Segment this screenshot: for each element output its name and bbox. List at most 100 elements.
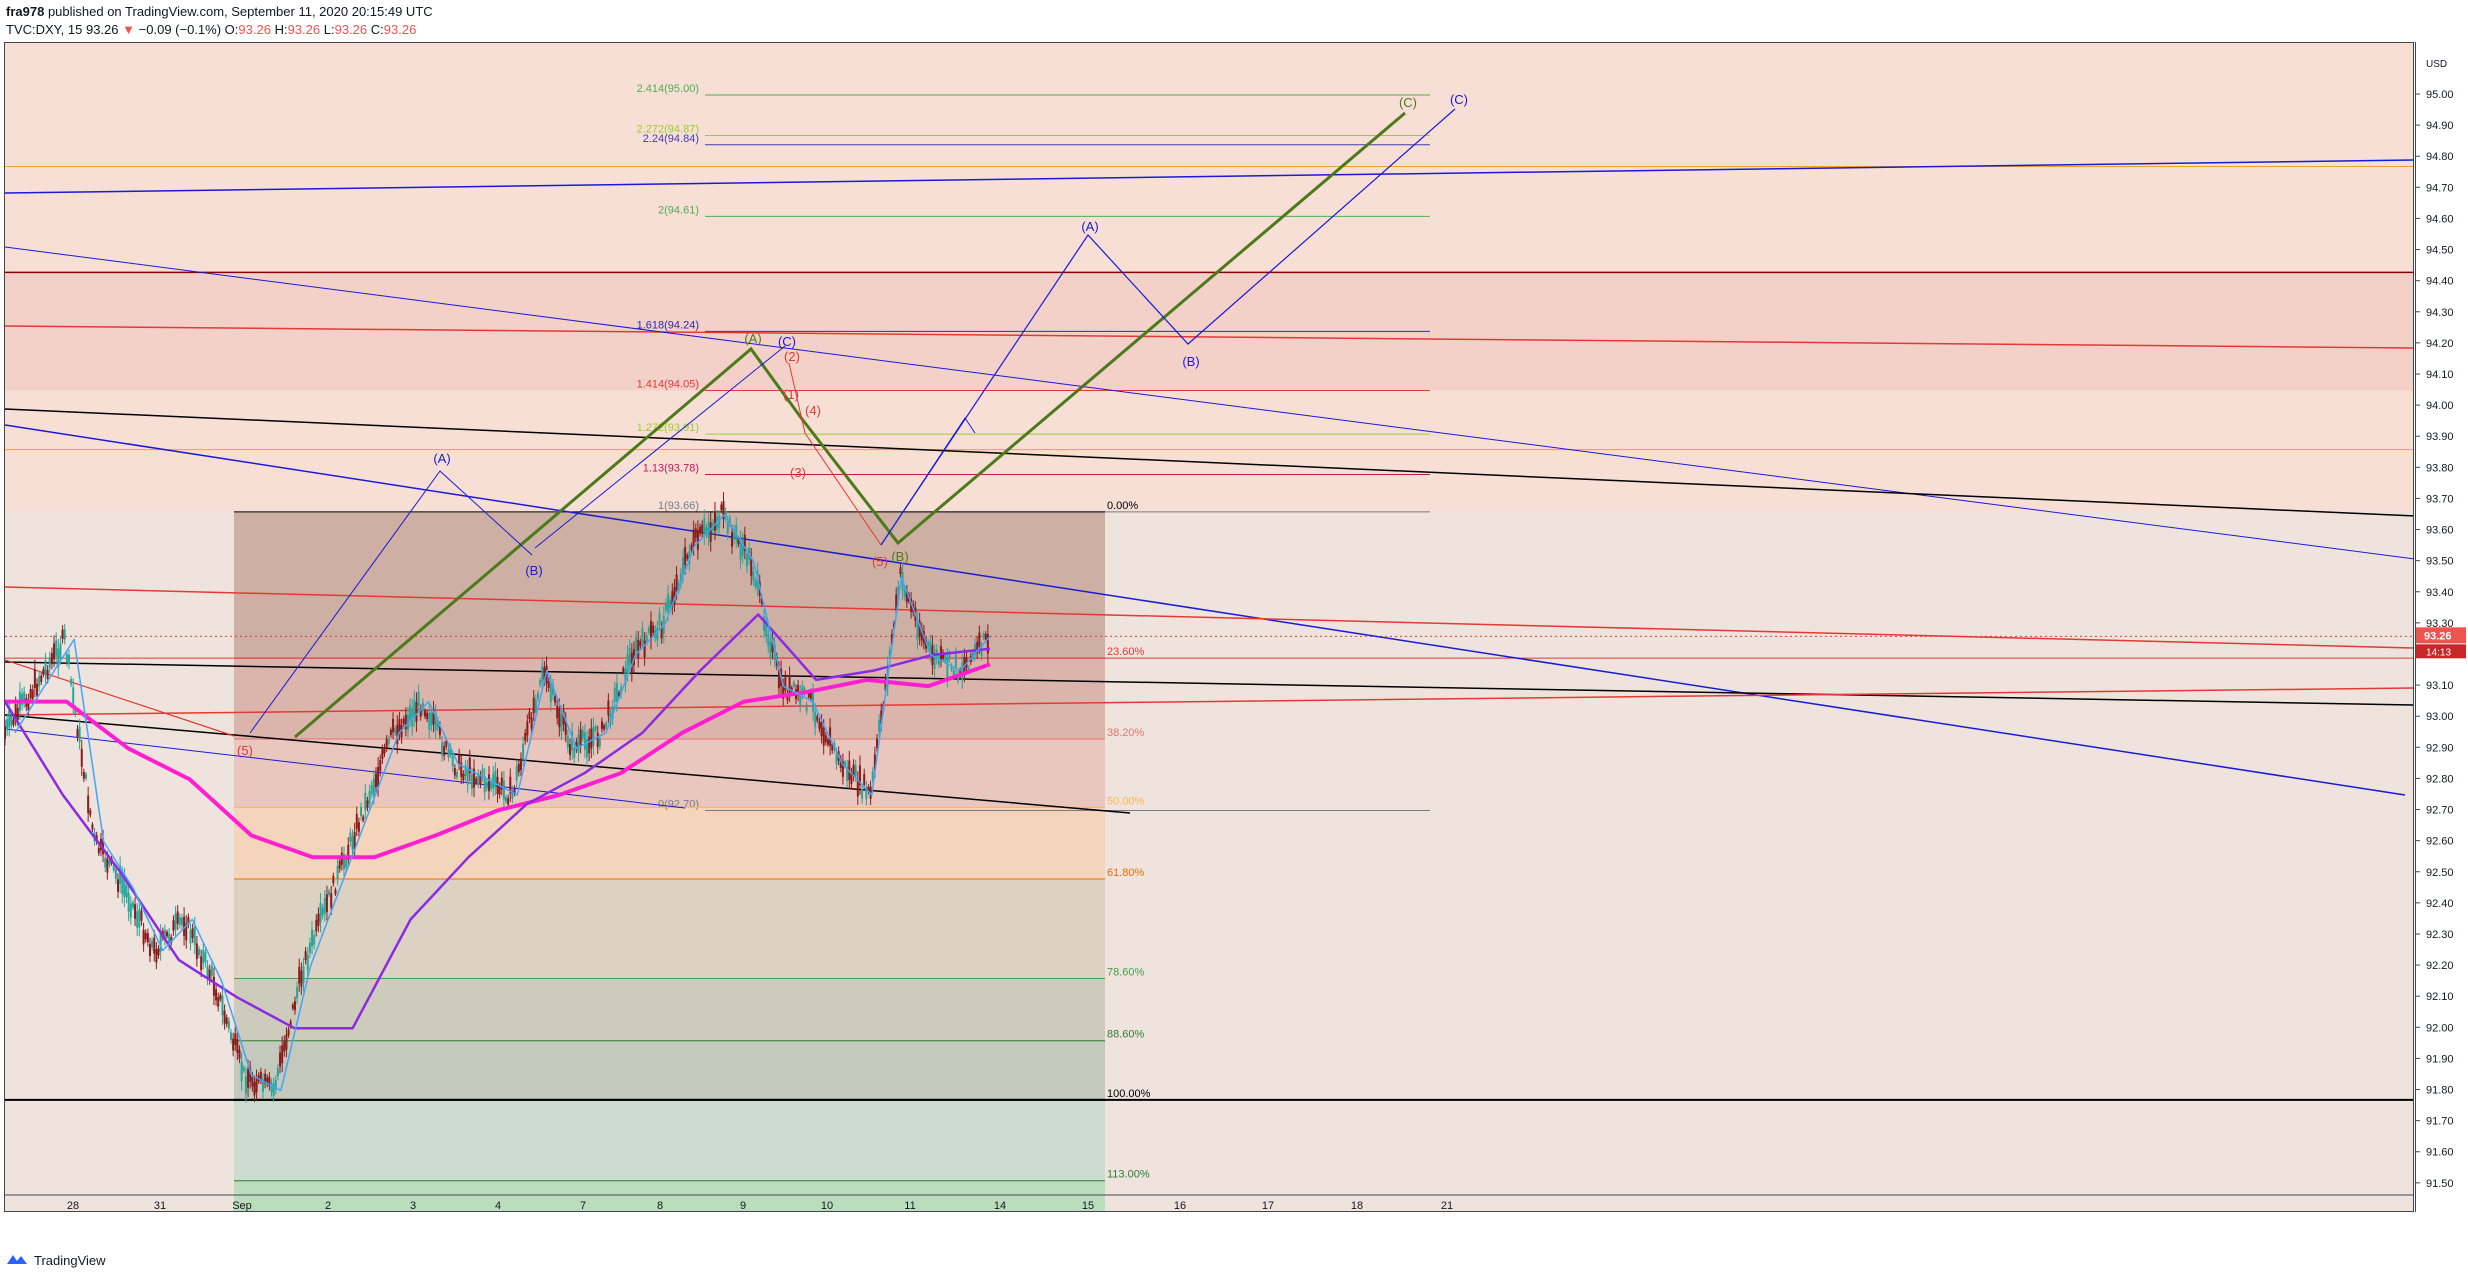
candle-body: [933, 652, 936, 669]
candle-body: [193, 926, 196, 945]
candle-body: [696, 530, 699, 550]
candle-body: [198, 949, 201, 956]
candle-body: [121, 875, 124, 895]
candle-body: [112, 865, 115, 871]
high-value: 93.26: [287, 22, 321, 37]
last-price: 93.26: [85, 22, 119, 37]
chart-pane[interactable]: 2.414(95.00) 2.272(94.87) 2.24(94.84) 2(94.…: [4, 42, 2414, 1212]
candle-body: [119, 865, 122, 884]
author-name[interactable]: fra978: [6, 4, 45, 19]
candle-body: [387, 738, 390, 744]
candle-body: [899, 567, 902, 575]
candle-body: [667, 593, 670, 612]
candle-body: [788, 675, 791, 694]
candle-body: [728, 518, 731, 526]
candle-body: [743, 534, 746, 552]
candle-body: [522, 743, 525, 759]
candle-body: [70, 678, 73, 685]
trend-line: [5, 687, 2413, 716]
price-change: −0.09 (−0.1%): [138, 22, 222, 37]
candle-body: [946, 657, 949, 678]
candle-body: [888, 649, 891, 656]
candle-body: [5, 726, 6, 740]
x-tick-label: 31: [154, 1200, 166, 1212]
candle-body: [699, 526, 702, 534]
low-label: L:: [323, 22, 335, 37]
y-tick-label: 92.20: [2426, 960, 2454, 972]
candle-body: [67, 654, 70, 665]
candle-body: [505, 797, 508, 802]
candle-body: [426, 712, 429, 720]
x-tick-label: 14: [994, 1200, 1006, 1212]
candle-body: [87, 795, 90, 814]
candle-body: [146, 933, 149, 943]
candle-body: [733, 529, 736, 540]
candle-body: [961, 662, 964, 681]
fib-ext-label: 2(94.61): [658, 204, 699, 216]
candle-body: [302, 966, 305, 983]
candle-body: [368, 791, 371, 805]
candle-body: [658, 613, 661, 625]
candle-body: [29, 688, 32, 699]
candle-body: [598, 738, 601, 747]
candle-body: [53, 643, 56, 660]
candle-body: [850, 773, 853, 784]
candle-body: [686, 554, 689, 559]
candle-body: [142, 929, 145, 945]
x-tick-label: 28: [67, 1200, 79, 1212]
candle-body: [703, 518, 706, 536]
fib-ext-label: 2.24(94.84): [643, 133, 699, 145]
candle-body: [575, 741, 578, 750]
candle-body: [50, 653, 53, 665]
candle-body: [967, 667, 970, 672]
candle-body: [74, 708, 77, 715]
candle-body: [950, 665, 953, 670]
candle-body: [562, 710, 565, 725]
candle-body: [799, 691, 802, 706]
candle-body: [202, 950, 205, 963]
candle-body: [905, 590, 908, 603]
candle-body: [255, 1077, 258, 1093]
candle-body: [470, 774, 473, 789]
candle-body: [462, 773, 465, 781]
candle-body: [500, 777, 503, 790]
candle-body: [176, 911, 179, 924]
candle-body: [767, 634, 770, 647]
candle-body: [249, 1067, 252, 1082]
candle-body: [541, 665, 544, 682]
symbol-label[interactable]: TVC:DXY, 15: [6, 22, 83, 37]
candle-body: [841, 761, 844, 777]
candle-body: [539, 680, 542, 686]
candle-body: [114, 868, 117, 879]
chart-canvas[interactable]: 2.414(95.00) 2.272(94.87)2.24(94.84) 2(94.…: [5, 43, 2414, 1212]
candle-body: [592, 727, 595, 746]
blue-abc: [249, 470, 533, 734]
candle-body: [524, 732, 527, 741]
tradingview-logo-icon[interactable]: [6, 1252, 28, 1266]
candle-body: [586, 739, 589, 758]
y-tick-label: 92.60: [2426, 836, 2454, 848]
candle-body: [858, 765, 861, 786]
candle-body: [293, 1001, 296, 1011]
candle-body: [839, 759, 842, 769]
candle-body: [515, 766, 518, 781]
fib-ret-label: 88.60%: [1107, 1029, 1145, 1041]
y-tick-label: 93.70: [2426, 493, 2454, 505]
price-axis[interactable]: 95.00 94.90 94.80 94.70 94.60 94.50 94.40 94.30…: [2415, 42, 2468, 1212]
candle-body: [10, 716, 13, 726]
candle-body: [918, 620, 921, 637]
candle-body: [59, 643, 62, 658]
candle-body: [23, 691, 26, 703]
y-tick-label: 92.40: [2426, 898, 2454, 910]
candle-body: [244, 1076, 247, 1094]
candle-body: [694, 528, 697, 538]
candle-body: [468, 757, 471, 774]
blue-projection: [880, 108, 1456, 546]
candle-body: [669, 600, 672, 608]
brand-name[interactable]: TradingView: [34, 1253, 106, 1268]
y-tick-label: 93.40: [2426, 587, 2454, 599]
candle-body: [684, 547, 687, 566]
candle-body: [660, 626, 663, 639]
x-tick-label: 18: [1351, 1200, 1363, 1212]
candle-body: [144, 932, 147, 940]
